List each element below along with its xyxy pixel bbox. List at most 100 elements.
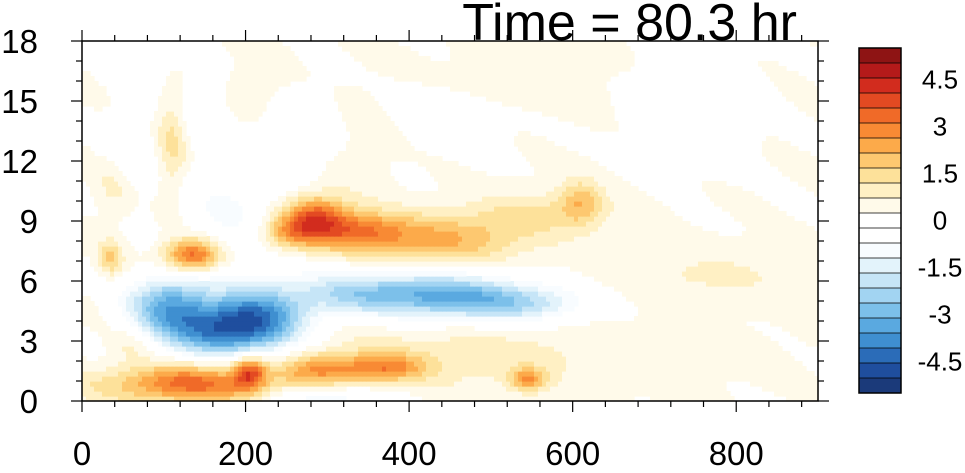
contour-cell (538, 286, 543, 292)
contour-cell (478, 241, 483, 247)
contour-cell (230, 256, 235, 262)
contour-cell (602, 371, 607, 377)
contour-cell (322, 341, 327, 347)
contour-cell (542, 251, 547, 257)
contour-cell (274, 306, 279, 312)
contour-cell (102, 356, 107, 362)
contour-cell (462, 386, 467, 392)
contour-cell (786, 371, 791, 377)
contour-cell (94, 256, 99, 262)
contour-cell (746, 296, 751, 302)
contour-cell (518, 311, 523, 317)
contour-cell (758, 281, 763, 287)
contour-cell (650, 266, 655, 272)
contour-cell (246, 381, 251, 387)
contour-cell (794, 321, 799, 327)
contour-cell (562, 301, 567, 307)
contour-cell (170, 341, 175, 347)
contour-cell (646, 361, 651, 367)
contour-cell (190, 391, 195, 397)
contour-cell (266, 371, 271, 377)
contour-cell (190, 376, 195, 382)
contour-cell (362, 291, 367, 297)
contour-cell (594, 331, 599, 337)
contour-cell (546, 346, 551, 352)
contour-cell (338, 356, 343, 362)
contour-cell (170, 286, 175, 292)
contour-cell (566, 306, 571, 312)
contour-cell (766, 336, 771, 342)
contour-cell (606, 336, 611, 342)
contour-cell (374, 246, 379, 252)
contour-cell (222, 396, 227, 402)
contour-cell (794, 276, 799, 282)
contour-cell (126, 306, 131, 312)
contour-cell (138, 341, 143, 347)
contour-cell (702, 326, 707, 332)
contour-cell (686, 241, 691, 247)
contour-cell (382, 376, 387, 382)
contour-cell (438, 311, 443, 317)
contour-cell (82, 311, 87, 317)
contour-cell (302, 351, 307, 357)
contour-cell (486, 381, 491, 387)
contour-cell (490, 366, 495, 372)
contour-cell (350, 271, 355, 277)
contour-cell (730, 396, 735, 402)
contour-cell (466, 386, 471, 392)
contour-cell (454, 326, 459, 332)
contour-cell (642, 316, 647, 322)
contour-cell (626, 276, 631, 282)
contour-cell (182, 296, 187, 302)
contour-cell (582, 331, 587, 337)
contour-cell (206, 336, 211, 342)
contour-cell (502, 311, 507, 317)
contour-cell (406, 376, 411, 382)
contour-cell (358, 356, 363, 362)
contour-cell (178, 266, 183, 272)
contour-cell (806, 286, 811, 292)
contour-cell (578, 326, 583, 332)
contour-cell (282, 371, 287, 377)
contour-cell (94, 251, 99, 257)
contour-cell (94, 246, 99, 252)
contour-cell (706, 306, 711, 312)
contour-cell (186, 336, 191, 342)
contour-cell (274, 316, 279, 322)
contour-cell (470, 371, 475, 377)
contour-cell (82, 246, 87, 252)
contour-cell (322, 356, 327, 362)
contour-cell (166, 276, 171, 282)
contour-cell (322, 246, 327, 252)
contour-cell (562, 246, 567, 252)
contour-cell (314, 271, 319, 277)
contour-cell (586, 351, 591, 357)
contour-cell (182, 331, 187, 337)
contour-cell (526, 246, 531, 252)
contour-cell (290, 251, 295, 257)
contour-cell (686, 311, 691, 317)
contour-cell (198, 321, 203, 327)
contour-cell (178, 241, 183, 247)
contour-cell (682, 326, 687, 332)
contour-cell (702, 361, 707, 367)
contour-cell (178, 361, 183, 367)
contour-cell (718, 281, 723, 287)
contour-cell (506, 291, 511, 297)
contour-cell (638, 301, 643, 307)
contour-cell (382, 291, 387, 297)
contour-cell (494, 341, 499, 347)
contour-cell (334, 301, 339, 307)
contour-cell (738, 296, 743, 302)
contour-cell (786, 316, 791, 322)
contour-cell (158, 306, 163, 312)
contour-cell (810, 306, 815, 312)
contour-cell (766, 271, 771, 277)
contour-cell (718, 271, 723, 277)
contour-cell (266, 331, 271, 337)
contour-cell (202, 291, 207, 297)
contour-cell (306, 326, 311, 332)
contour-cell (258, 386, 263, 392)
contour-cell (698, 296, 703, 302)
contour-cell (266, 301, 271, 307)
